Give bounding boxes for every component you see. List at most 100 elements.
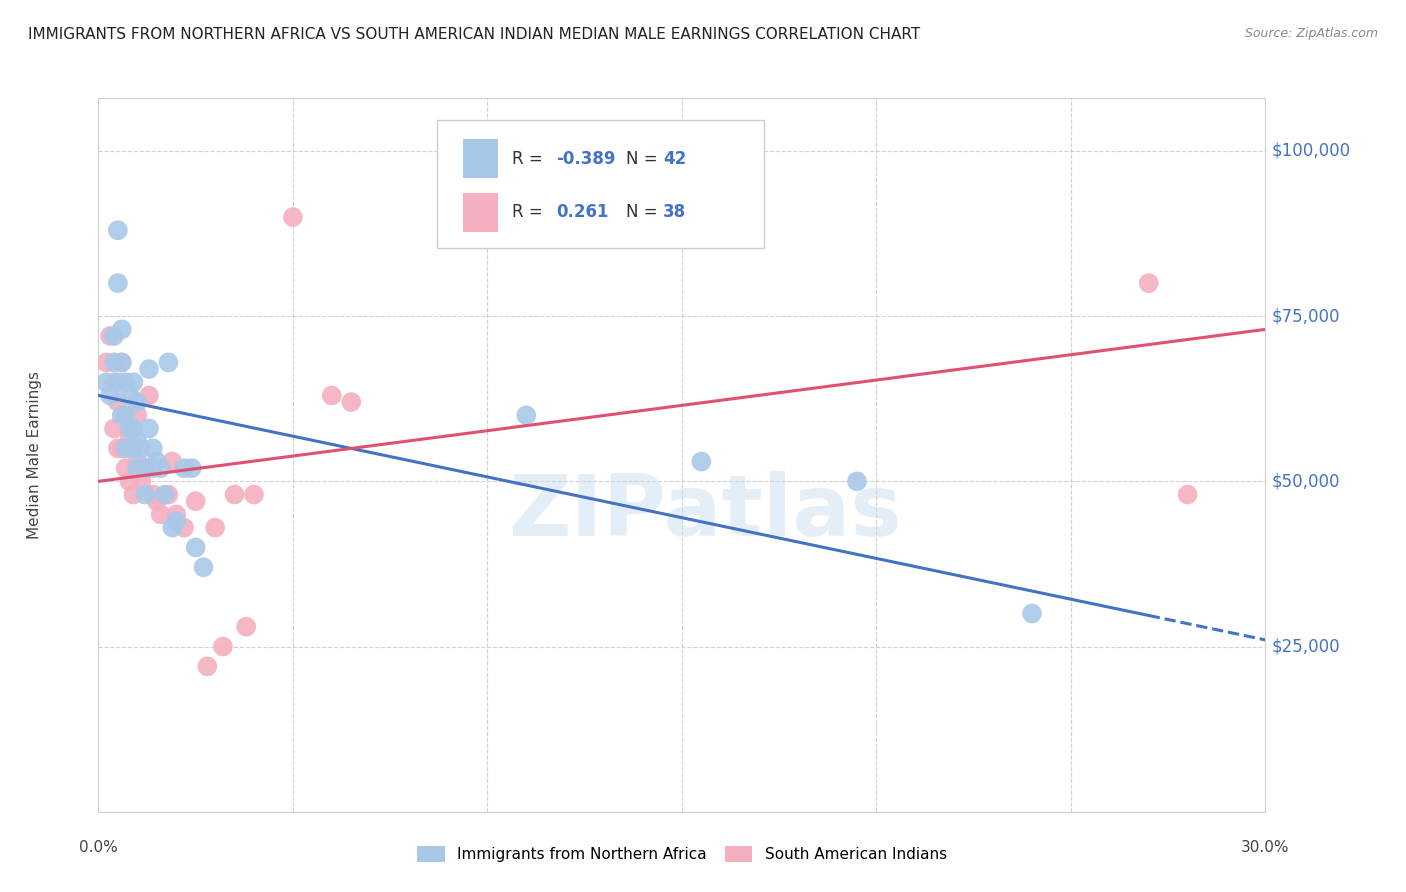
Point [224, 487, 246, 501]
Point [111, 442, 134, 456]
Point [118, 421, 141, 435]
Point [114, 409, 136, 423]
Point [162, 454, 184, 468]
FancyBboxPatch shape [463, 139, 498, 178]
Point [111, 409, 134, 423]
Point [138, 362, 160, 376]
Point [340, 395, 363, 409]
Point [138, 388, 160, 402]
Point [142, 442, 165, 456]
Point [1137, 276, 1160, 290]
Point [515, 409, 537, 423]
Point [118, 388, 141, 402]
Text: R =: R = [512, 203, 543, 221]
FancyBboxPatch shape [437, 120, 763, 248]
Point [146, 494, 169, 508]
Point [118, 475, 141, 489]
Point [98, 329, 121, 343]
Point [129, 475, 152, 489]
Text: 0.0%: 0.0% [79, 840, 118, 855]
Point [118, 428, 141, 442]
Point [129, 442, 152, 456]
Point [184, 541, 207, 555]
Text: R =: R = [512, 150, 543, 168]
Text: $50,000: $50,000 [1271, 473, 1340, 491]
Point [157, 355, 180, 369]
Point [165, 508, 187, 522]
Point [107, 223, 129, 237]
Point [195, 659, 218, 673]
Text: 0.261: 0.261 [555, 203, 609, 221]
Text: Median Male Earnings: Median Male Earnings [27, 371, 42, 539]
Text: $100,000: $100,000 [1271, 142, 1350, 160]
Point [146, 454, 169, 468]
Point [173, 461, 195, 475]
Point [212, 640, 235, 654]
Point [184, 494, 207, 508]
Point [243, 487, 266, 501]
Point [122, 487, 145, 501]
Point [111, 322, 134, 336]
Point [103, 421, 125, 435]
Text: -0.389: -0.389 [555, 150, 616, 168]
Point [162, 520, 184, 534]
Point [114, 376, 136, 390]
Point [157, 487, 180, 501]
Point [134, 461, 156, 475]
Point [114, 409, 136, 423]
Point [122, 421, 145, 435]
FancyBboxPatch shape [463, 193, 498, 232]
Text: N =: N = [626, 150, 658, 168]
Point [127, 454, 149, 468]
Text: 38: 38 [664, 203, 686, 221]
Text: $75,000: $75,000 [1271, 307, 1340, 326]
Point [103, 329, 125, 343]
Point [204, 520, 226, 534]
Point [103, 355, 125, 369]
Legend: Immigrants from Northern Africa, South American Indians: Immigrants from Northern Africa, South A… [411, 840, 953, 868]
Point [149, 508, 172, 522]
Point [180, 461, 202, 475]
Point [153, 487, 176, 501]
Point [103, 376, 125, 390]
Point [127, 409, 149, 423]
Text: ZIPatlas: ZIPatlas [509, 470, 903, 554]
Point [107, 376, 129, 390]
Text: IMMIGRANTS FROM NORTHERN AFRICA VS SOUTH AMERICAN INDIAN MEDIAN MALE EARNINGS CO: IMMIGRANTS FROM NORTHERN AFRICA VS SOUTH… [28, 27, 921, 42]
Point [122, 376, 145, 390]
Point [281, 210, 304, 224]
Point [1177, 487, 1199, 501]
Point [690, 454, 713, 468]
Point [138, 421, 160, 435]
Text: 42: 42 [664, 150, 686, 168]
Point [107, 276, 129, 290]
Point [107, 395, 129, 409]
Point [165, 514, 187, 528]
Point [1021, 607, 1043, 621]
Point [114, 461, 136, 475]
Point [235, 620, 257, 634]
Point [142, 487, 165, 501]
Point [142, 461, 165, 475]
Point [127, 434, 149, 449]
Point [98, 388, 121, 402]
Point [122, 442, 145, 456]
Point [127, 395, 149, 409]
Point [173, 520, 195, 534]
Point [193, 560, 215, 574]
Text: N =: N = [626, 203, 658, 221]
Point [127, 461, 149, 475]
Point [96, 355, 118, 369]
Text: $25,000: $25,000 [1271, 638, 1340, 656]
Point [96, 376, 118, 390]
Point [107, 442, 129, 456]
Point [122, 442, 145, 456]
Text: 30.0%: 30.0% [1241, 840, 1289, 855]
Text: Source: ZipAtlas.com: Source: ZipAtlas.com [1244, 27, 1378, 40]
Point [149, 461, 172, 475]
Point [321, 388, 343, 402]
Point [134, 487, 156, 501]
Point [845, 475, 868, 489]
Point [111, 355, 134, 369]
Point [134, 461, 156, 475]
